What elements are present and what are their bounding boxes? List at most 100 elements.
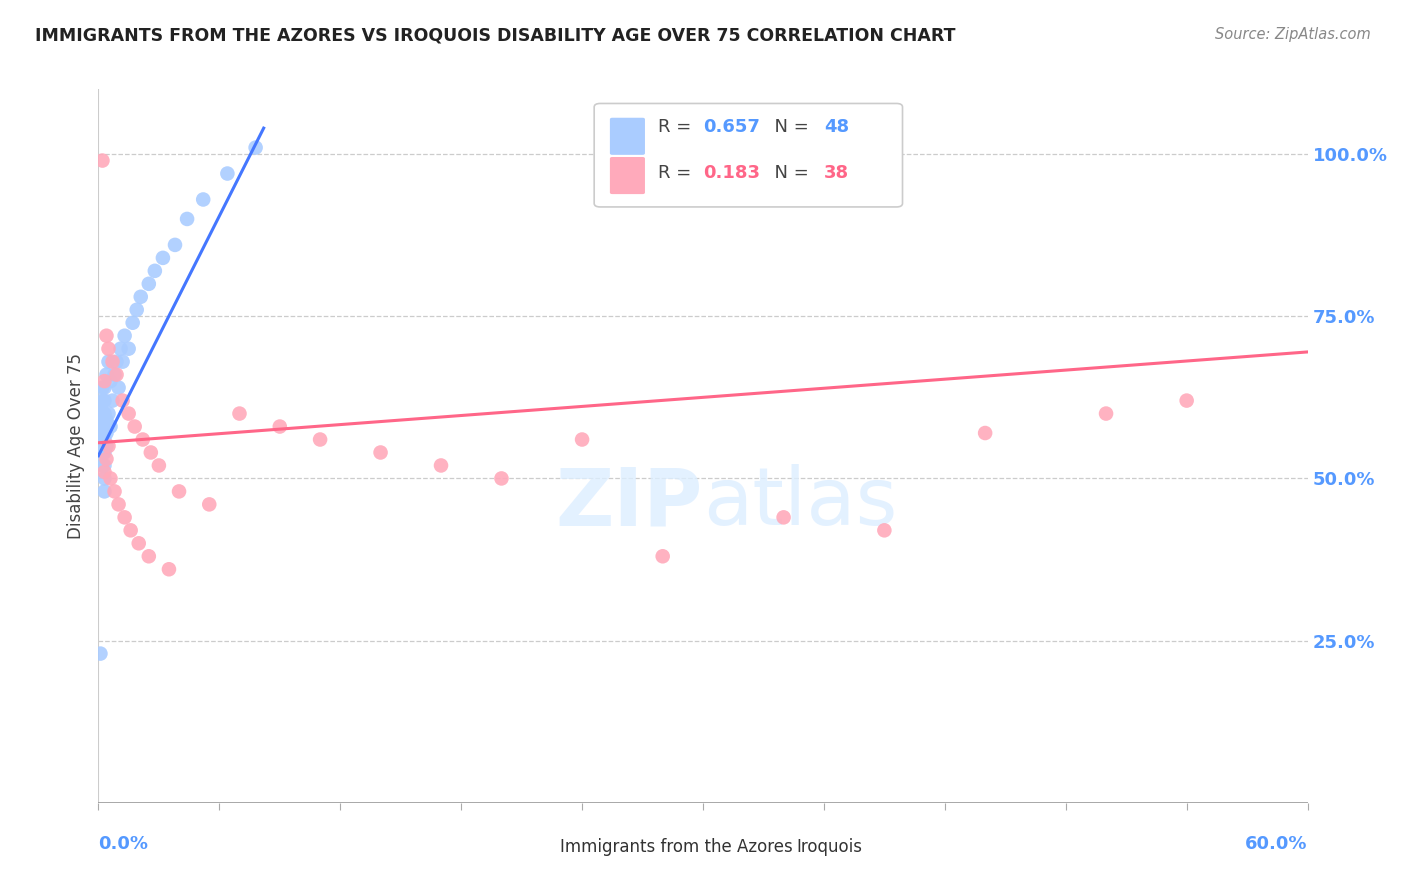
Point <box>167 484 190 499</box>
Point <box>105 354 128 368</box>
Point <box>491 471 513 485</box>
Text: R =: R = <box>658 164 697 182</box>
Point <box>143 264 166 278</box>
Point <box>129 290 152 304</box>
Point <box>114 328 136 343</box>
Point <box>228 407 250 421</box>
Point <box>103 368 125 382</box>
Point <box>100 419 122 434</box>
Point <box>93 393 115 408</box>
Point <box>176 211 198 226</box>
Point <box>93 484 115 499</box>
Point <box>107 497 129 511</box>
Point <box>118 407 141 421</box>
Point <box>96 413 118 427</box>
Point <box>111 393 134 408</box>
FancyBboxPatch shape <box>595 103 903 207</box>
Point <box>103 484 125 499</box>
Point <box>89 425 111 440</box>
Point <box>772 510 794 524</box>
Point <box>571 433 593 447</box>
Point <box>163 238 186 252</box>
Point <box>91 407 114 421</box>
Point <box>100 374 122 388</box>
Point <box>96 328 118 343</box>
Point <box>93 445 115 459</box>
Point <box>97 407 120 421</box>
Point <box>120 524 142 538</box>
FancyBboxPatch shape <box>526 833 557 862</box>
Point <box>974 425 997 440</box>
Point <box>110 342 132 356</box>
Text: atlas: atlas <box>703 464 897 542</box>
Point <box>96 368 118 382</box>
Point <box>114 510 136 524</box>
Text: 48: 48 <box>824 118 849 136</box>
Y-axis label: Disability Age Over 75: Disability Age Over 75 <box>67 353 86 539</box>
Text: 38: 38 <box>824 164 849 182</box>
Point <box>138 549 160 564</box>
Point <box>124 419 146 434</box>
Point <box>430 458 453 473</box>
Point <box>93 381 115 395</box>
Point <box>1175 393 1198 408</box>
Point <box>193 193 215 207</box>
Point <box>157 562 180 576</box>
Point <box>111 354 134 368</box>
Point <box>651 549 673 564</box>
Point <box>128 536 150 550</box>
Point <box>93 465 115 479</box>
Text: Immigrants from the Azores: Immigrants from the Azores <box>561 838 793 856</box>
Point <box>105 368 128 382</box>
Point <box>91 419 114 434</box>
Text: 0.0%: 0.0% <box>98 835 149 853</box>
Point <box>93 471 115 485</box>
FancyBboxPatch shape <box>610 118 645 155</box>
Point <box>97 342 120 356</box>
Text: 0.657: 0.657 <box>703 118 759 136</box>
Point <box>89 647 111 661</box>
Point <box>107 381 129 395</box>
Point <box>93 419 115 434</box>
Point <box>370 445 392 459</box>
Text: R =: R = <box>658 118 697 136</box>
Point <box>93 458 115 473</box>
Point <box>97 439 120 453</box>
Point <box>217 167 239 181</box>
Point <box>91 433 114 447</box>
Point <box>148 458 170 473</box>
Point <box>91 445 114 459</box>
Point <box>96 425 118 440</box>
FancyBboxPatch shape <box>610 157 645 194</box>
Point <box>96 439 118 453</box>
Point <box>93 407 115 421</box>
Point <box>89 439 111 453</box>
Point <box>91 458 114 473</box>
Point <box>93 374 115 388</box>
Text: Source: ZipAtlas.com: Source: ZipAtlas.com <box>1215 27 1371 42</box>
FancyBboxPatch shape <box>761 833 793 862</box>
Text: N =: N = <box>763 164 815 182</box>
Point <box>101 354 124 368</box>
Point <box>198 497 221 511</box>
Point <box>97 354 120 368</box>
Point <box>138 277 160 291</box>
Text: IMMIGRANTS FROM THE AZORES VS IROQUOIS DISABILITY AGE OVER 75 CORRELATION CHART: IMMIGRANTS FROM THE AZORES VS IROQUOIS D… <box>35 27 956 45</box>
Point <box>132 433 155 447</box>
Point <box>93 433 115 447</box>
Point <box>89 413 111 427</box>
Point <box>309 433 332 447</box>
Point <box>152 251 174 265</box>
Point <box>91 393 114 408</box>
Text: 60.0%: 60.0% <box>1246 835 1308 853</box>
Point <box>101 393 124 408</box>
Text: N =: N = <box>763 118 815 136</box>
Point <box>118 342 141 356</box>
Point <box>1095 407 1118 421</box>
Text: ZIP: ZIP <box>555 464 703 542</box>
Point <box>125 302 148 317</box>
Point <box>269 419 291 434</box>
Text: Iroquois: Iroquois <box>796 838 862 856</box>
Point <box>121 316 143 330</box>
Point <box>96 452 118 467</box>
